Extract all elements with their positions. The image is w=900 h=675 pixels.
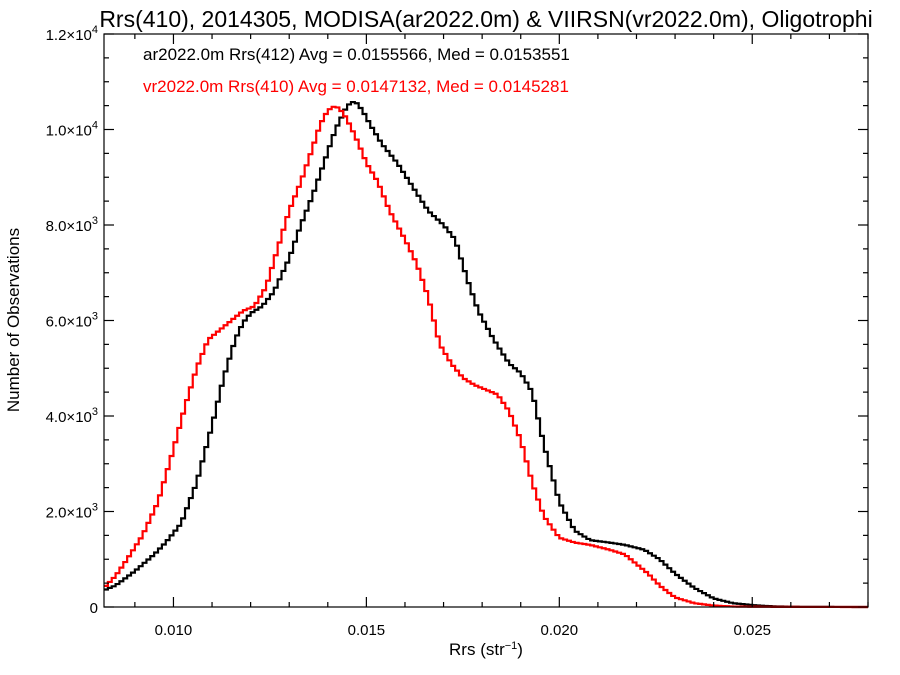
histogram-series-black	[104, 100, 868, 609]
y-axis-label: Number of Observations	[4, 228, 23, 412]
histogram-series-red	[104, 105, 868, 609]
axis-ticks: 0.010 0.015 0.020 0.025 0 2.0×103 4.0×103 6.0×1…	[46, 24, 869, 639]
x-tick-label: 0.025	[733, 622, 771, 639]
legend-entry-black: ar2022.0m Rrs(412) Avg = 0.0155566, Med …	[143, 45, 570, 64]
series-layer	[104, 100, 868, 609]
y-tick-label: 1.2×104	[46, 24, 98, 44]
x-axis-label: Rrs (str−1)	[449, 640, 523, 659]
y-tick-label: 8.0×103	[46, 215, 98, 235]
x-tick-label: 0.020	[541, 622, 579, 639]
y-tick-label: 2.0×103	[46, 502, 98, 522]
legend-entry-red: vr2022.0m Rrs(410) Avg = 0.0147132, Med …	[143, 77, 569, 96]
y-tick-label: 4.0×103	[46, 406, 98, 426]
chart-title: Rrs(410), 2014305, MODISA(ar2022.0m) & V…	[99, 6, 872, 32]
y-tick-label: 1.0×104	[46, 120, 98, 140]
y-tick-label: 6.0×103	[46, 311, 98, 331]
x-tick-label: 0.010	[155, 622, 193, 639]
x-tick-label: 0.015	[348, 622, 386, 639]
plot-frame	[103, 33, 869, 608]
legend: ar2022.0m Rrs(412) Avg = 0.0155566, Med …	[143, 45, 570, 96]
y-tick-label: 0	[90, 600, 98, 617]
